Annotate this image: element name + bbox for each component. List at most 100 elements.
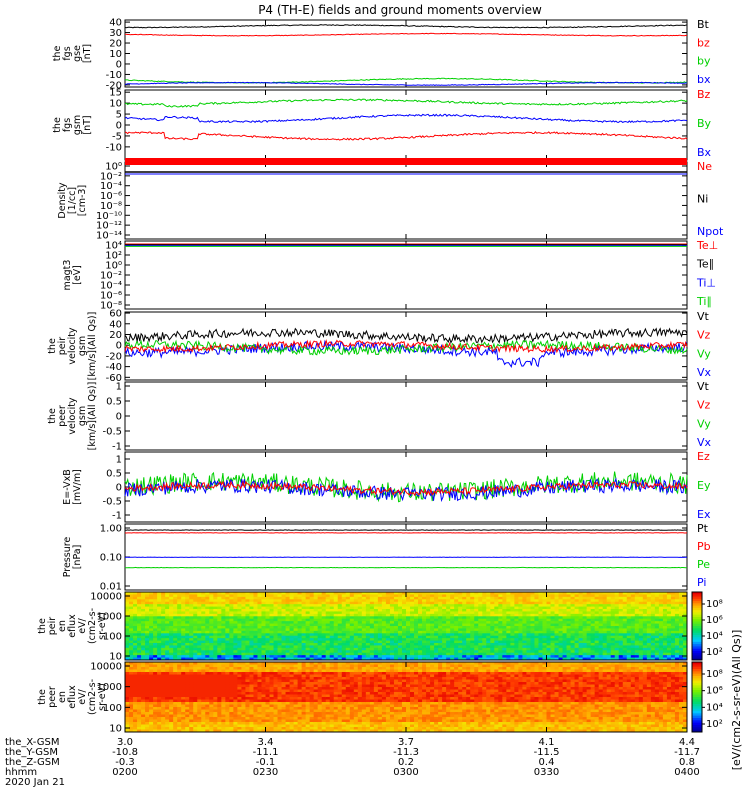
colorbar-tick-label: 10⁴ — [706, 631, 723, 642]
y-tick-label: 20 — [109, 39, 122, 50]
colorbar-tick-label: 10⁶ — [706, 615, 723, 626]
y-tick-label: 30 — [109, 28, 122, 39]
y-axis-label: E=-VxB — [62, 469, 73, 504]
series-Bx — [124, 131, 688, 141]
legend-Bt: Bt — [697, 18, 710, 31]
legend-Bx: Bx — [697, 146, 712, 159]
y-axis-label: sr-eV) — [97, 683, 108, 711]
y-tick-label: 40 — [109, 18, 122, 29]
y-tick-label: 10⁻⁴ — [100, 281, 122, 292]
x-axis-value: 0.2 — [398, 757, 414, 768]
y-axis-label: gsm — [77, 336, 88, 356]
y-tick-label: 1000 — [97, 682, 122, 693]
x-axis-value: 0300 — [393, 767, 418, 778]
legend-Ez: Ez — [697, 450, 710, 463]
colorbar-tick-label: 10⁶ — [706, 686, 723, 697]
x-axis-group: [eV/(cm2-s-sr-eV)(All Qs)] the_X-GSM 3.0 3.… — [5, 630, 743, 788]
y-tick-label: -10 — [106, 142, 122, 153]
legend-Npot: Npot — [697, 225, 724, 238]
x-axis-value: -0.1 — [256, 757, 276, 768]
y-tick-label: -40 — [106, 362, 122, 373]
y-tick-label: 1.00 — [100, 524, 122, 535]
x-axis-row-label: the_X-GSM — [5, 737, 59, 748]
y-tick-label: 10⁻¹² — [96, 221, 122, 232]
y-axis-label: peir — [47, 617, 58, 636]
panel-peir-velocity: the peir velocity gsm [km/s](All Qs)] 6040200… — [47, 309, 712, 384]
y-axis-label: [km/s](All Qs)] — [87, 312, 98, 381]
x-axis-value: 0230 — [253, 767, 278, 778]
y-tick-label: -1 — [112, 442, 122, 453]
colorbar-tick-label: 10² — [706, 647, 723, 658]
y-axis-label: [nPa] — [72, 545, 83, 570]
y-axis-label: [nT] — [82, 115, 93, 134]
y-tick-label: 0 — [116, 59, 122, 70]
y-axis-label: the — [52, 46, 63, 62]
series-Bt — [124, 24, 688, 29]
y-axis-label: [km/s](All Qs)] — [87, 382, 98, 451]
y-axis-label: [eV] — [72, 265, 83, 285]
y-axis-label: gse — [72, 45, 83, 62]
y-tick-label: 10⁰ — [105, 261, 122, 272]
y-tick-label: -20 — [106, 80, 122, 91]
y-tick-label: -5 — [112, 131, 122, 142]
y-tick-label: 10⁰ — [105, 162, 122, 173]
y-tick-label: 10⁻² — [100, 171, 122, 182]
y-tick-label: 10 — [109, 49, 122, 60]
y-tick-label: 0 — [116, 121, 122, 132]
y-axis-label: the — [37, 689, 48, 705]
y-tick-label: 15 — [109, 88, 122, 99]
legend-Ex: Ex — [697, 508, 711, 521]
legend-Vt: Vt — [697, 380, 710, 393]
y-tick-label: 100 — [103, 703, 122, 714]
y-axis-label: magt3 — [62, 260, 73, 291]
y-axis-label: fgs — [62, 46, 73, 60]
legend-Ti∥: Ti∥ — [696, 295, 712, 308]
y-tick-label: 10 — [109, 99, 122, 110]
y-tick-label: 5 — [116, 110, 122, 121]
y-tick-label: 1 — [116, 382, 122, 393]
x-axis-value: -10.8 — [112, 747, 138, 758]
legend-Vt: Vt — [697, 310, 710, 323]
legend-bx: bx — [697, 73, 711, 86]
x-axis-row-label: the_Z-GSM — [5, 757, 60, 768]
legend-Ti⊥: Ti⊥ — [696, 276, 716, 289]
y-axis-label: [1/cc] — [67, 187, 78, 214]
y-axis-label: velocity — [67, 397, 78, 435]
legend-Pi: Pi — [697, 576, 706, 589]
legend-Vy: Vy — [697, 417, 711, 430]
x-axis-value: 4.4 — [679, 737, 695, 748]
x-axis-value: 0200 — [112, 767, 137, 778]
x-axis-value: -0.3 — [115, 757, 135, 768]
series-bx — [124, 81, 688, 86]
series-Vt — [124, 327, 688, 344]
y-tick-label: -60 — [106, 373, 122, 384]
y-axis-label: eV/ — [77, 688, 88, 704]
legend-Ni: Ni — [697, 193, 708, 206]
x-axis-value: 3.0 — [117, 737, 133, 748]
y-tick-label: -0.5 — [102, 427, 122, 438]
y-axis-label: eflux — [67, 614, 78, 638]
y-tick-label: 0 — [116, 483, 122, 494]
colorbar-tick-label: 10⁴ — [706, 702, 723, 713]
y-tick-label: 10⁻¹⁴ — [96, 231, 122, 242]
y-tick-label: 0 — [116, 341, 122, 352]
y-tick-label: 10⁻² — [100, 271, 122, 282]
y-tick-label: 40 — [109, 319, 122, 330]
y-tick-label: 1 — [116, 455, 122, 466]
y-tick-label: 10⁻¹⁰ — [96, 211, 122, 222]
legend-Vx: Vx — [697, 366, 712, 379]
colorbar-label: [eV/(cm2-s-sr-eV)(All Qs)] — [730, 630, 743, 771]
legend-Ne: Ne — [697, 160, 712, 173]
y-axis-label: Pressure — [62, 537, 73, 578]
y-tick-label: 10⁻⁸ — [100, 201, 122, 212]
y-axis-label: eflux — [67, 685, 78, 709]
legend-Te∥: Te∥ — [696, 258, 714, 271]
y-tick-label: 0.10 — [100, 553, 122, 564]
y-axis-label: velocity — [67, 327, 78, 365]
y-axis-label: [cm-3] — [77, 185, 88, 216]
y-tick-label: 10⁻⁴ — [100, 181, 122, 192]
y-tick-label: 10⁻⁶ — [100, 291, 122, 302]
